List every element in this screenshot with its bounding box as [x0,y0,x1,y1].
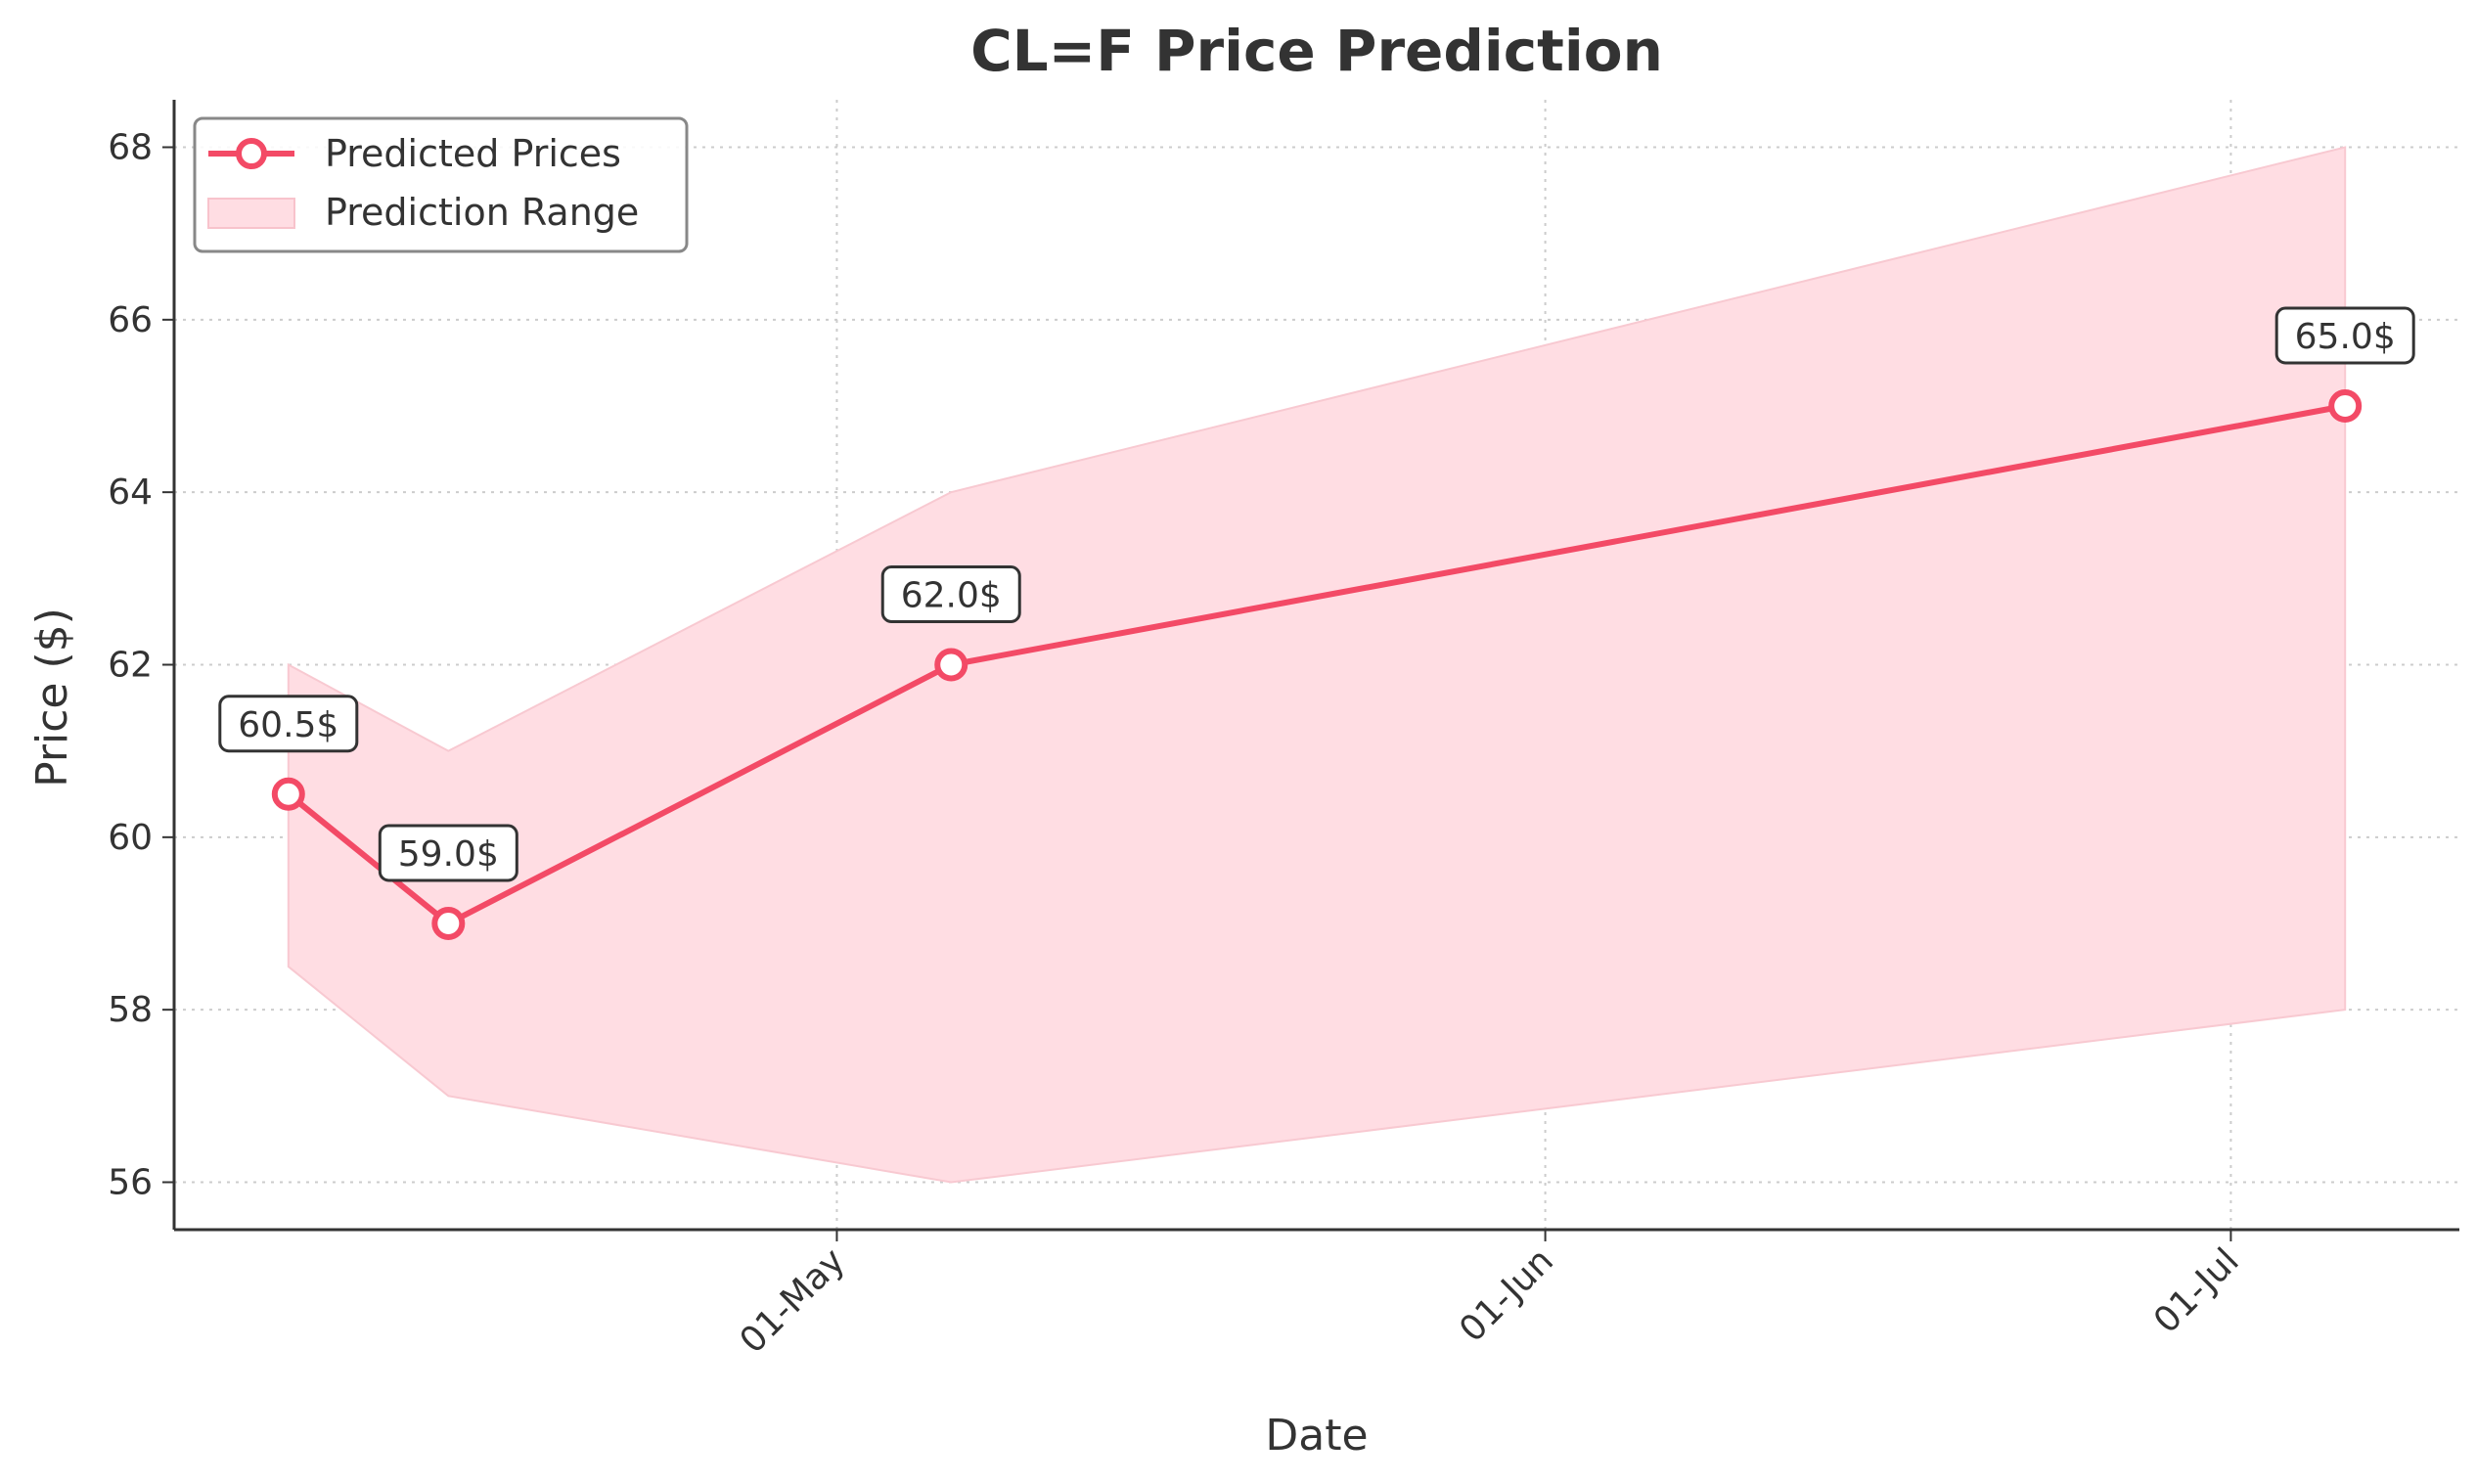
data-label-text: 62.0$ [901,576,1002,616]
legend: Predicted Prices Prediction Range [193,116,689,253]
y-tick-label: 64 [108,472,153,513]
data-label-text: 60.5$ [238,705,338,745]
data-label: 59.0$ [378,824,518,882]
chart-title: CL=F Price Prediction [970,18,1663,84]
prediction-range-area [287,146,2347,1184]
y-tick-label: 66 [108,300,153,340]
predicted-price-markers [271,388,2363,941]
data-label-box [880,565,1021,623]
y-tick-label: 62 [108,646,153,686]
axes [162,100,2459,1241]
y-tick-label: 60 [108,818,153,858]
legend-marker-swatch [236,138,267,169]
x-axis-label: Date [1265,1411,1368,1461]
predicted-price-point [2328,388,2363,423]
legend-label-range: Prediction Range [325,191,639,234]
data-label-text: 59.0$ [398,834,499,875]
data-label: 60.5$ [218,695,359,753]
predicted-price-point [271,777,305,811]
predicted-price-point [431,907,466,941]
data-label-box [378,824,518,882]
data-label: 62.0$ [880,565,1021,623]
data-label: 65.0$ [2274,306,2415,365]
data-label-box [2274,306,2415,365]
predicted-price-point [934,648,968,682]
prediction-range-band [287,146,2347,1184]
data-label-box [218,695,359,753]
legend-label-predicted: Predicted Prices [325,132,621,175]
legend-frame [193,116,689,253]
legend-band-swatch [207,198,295,229]
y-axis-label: Price ($) [27,607,77,787]
predicted-prices-series [286,403,2346,927]
x-tick-label: 01-May [733,1240,853,1361]
data-labels: 60.5$ 59.0$ 62.0$ 65.0$ [218,306,2415,882]
y-tick-label: 58 [108,990,153,1030]
y-tick-label: 56 [108,1163,153,1203]
y-tick-label: 68 [108,127,153,167]
x-tick-label: 01-Jun [1452,1240,1561,1350]
predicted-prices-line [286,403,2346,927]
x-tick-label: 01-Jul [2146,1240,2247,1341]
data-label-text: 65.0$ [2295,317,2396,357]
